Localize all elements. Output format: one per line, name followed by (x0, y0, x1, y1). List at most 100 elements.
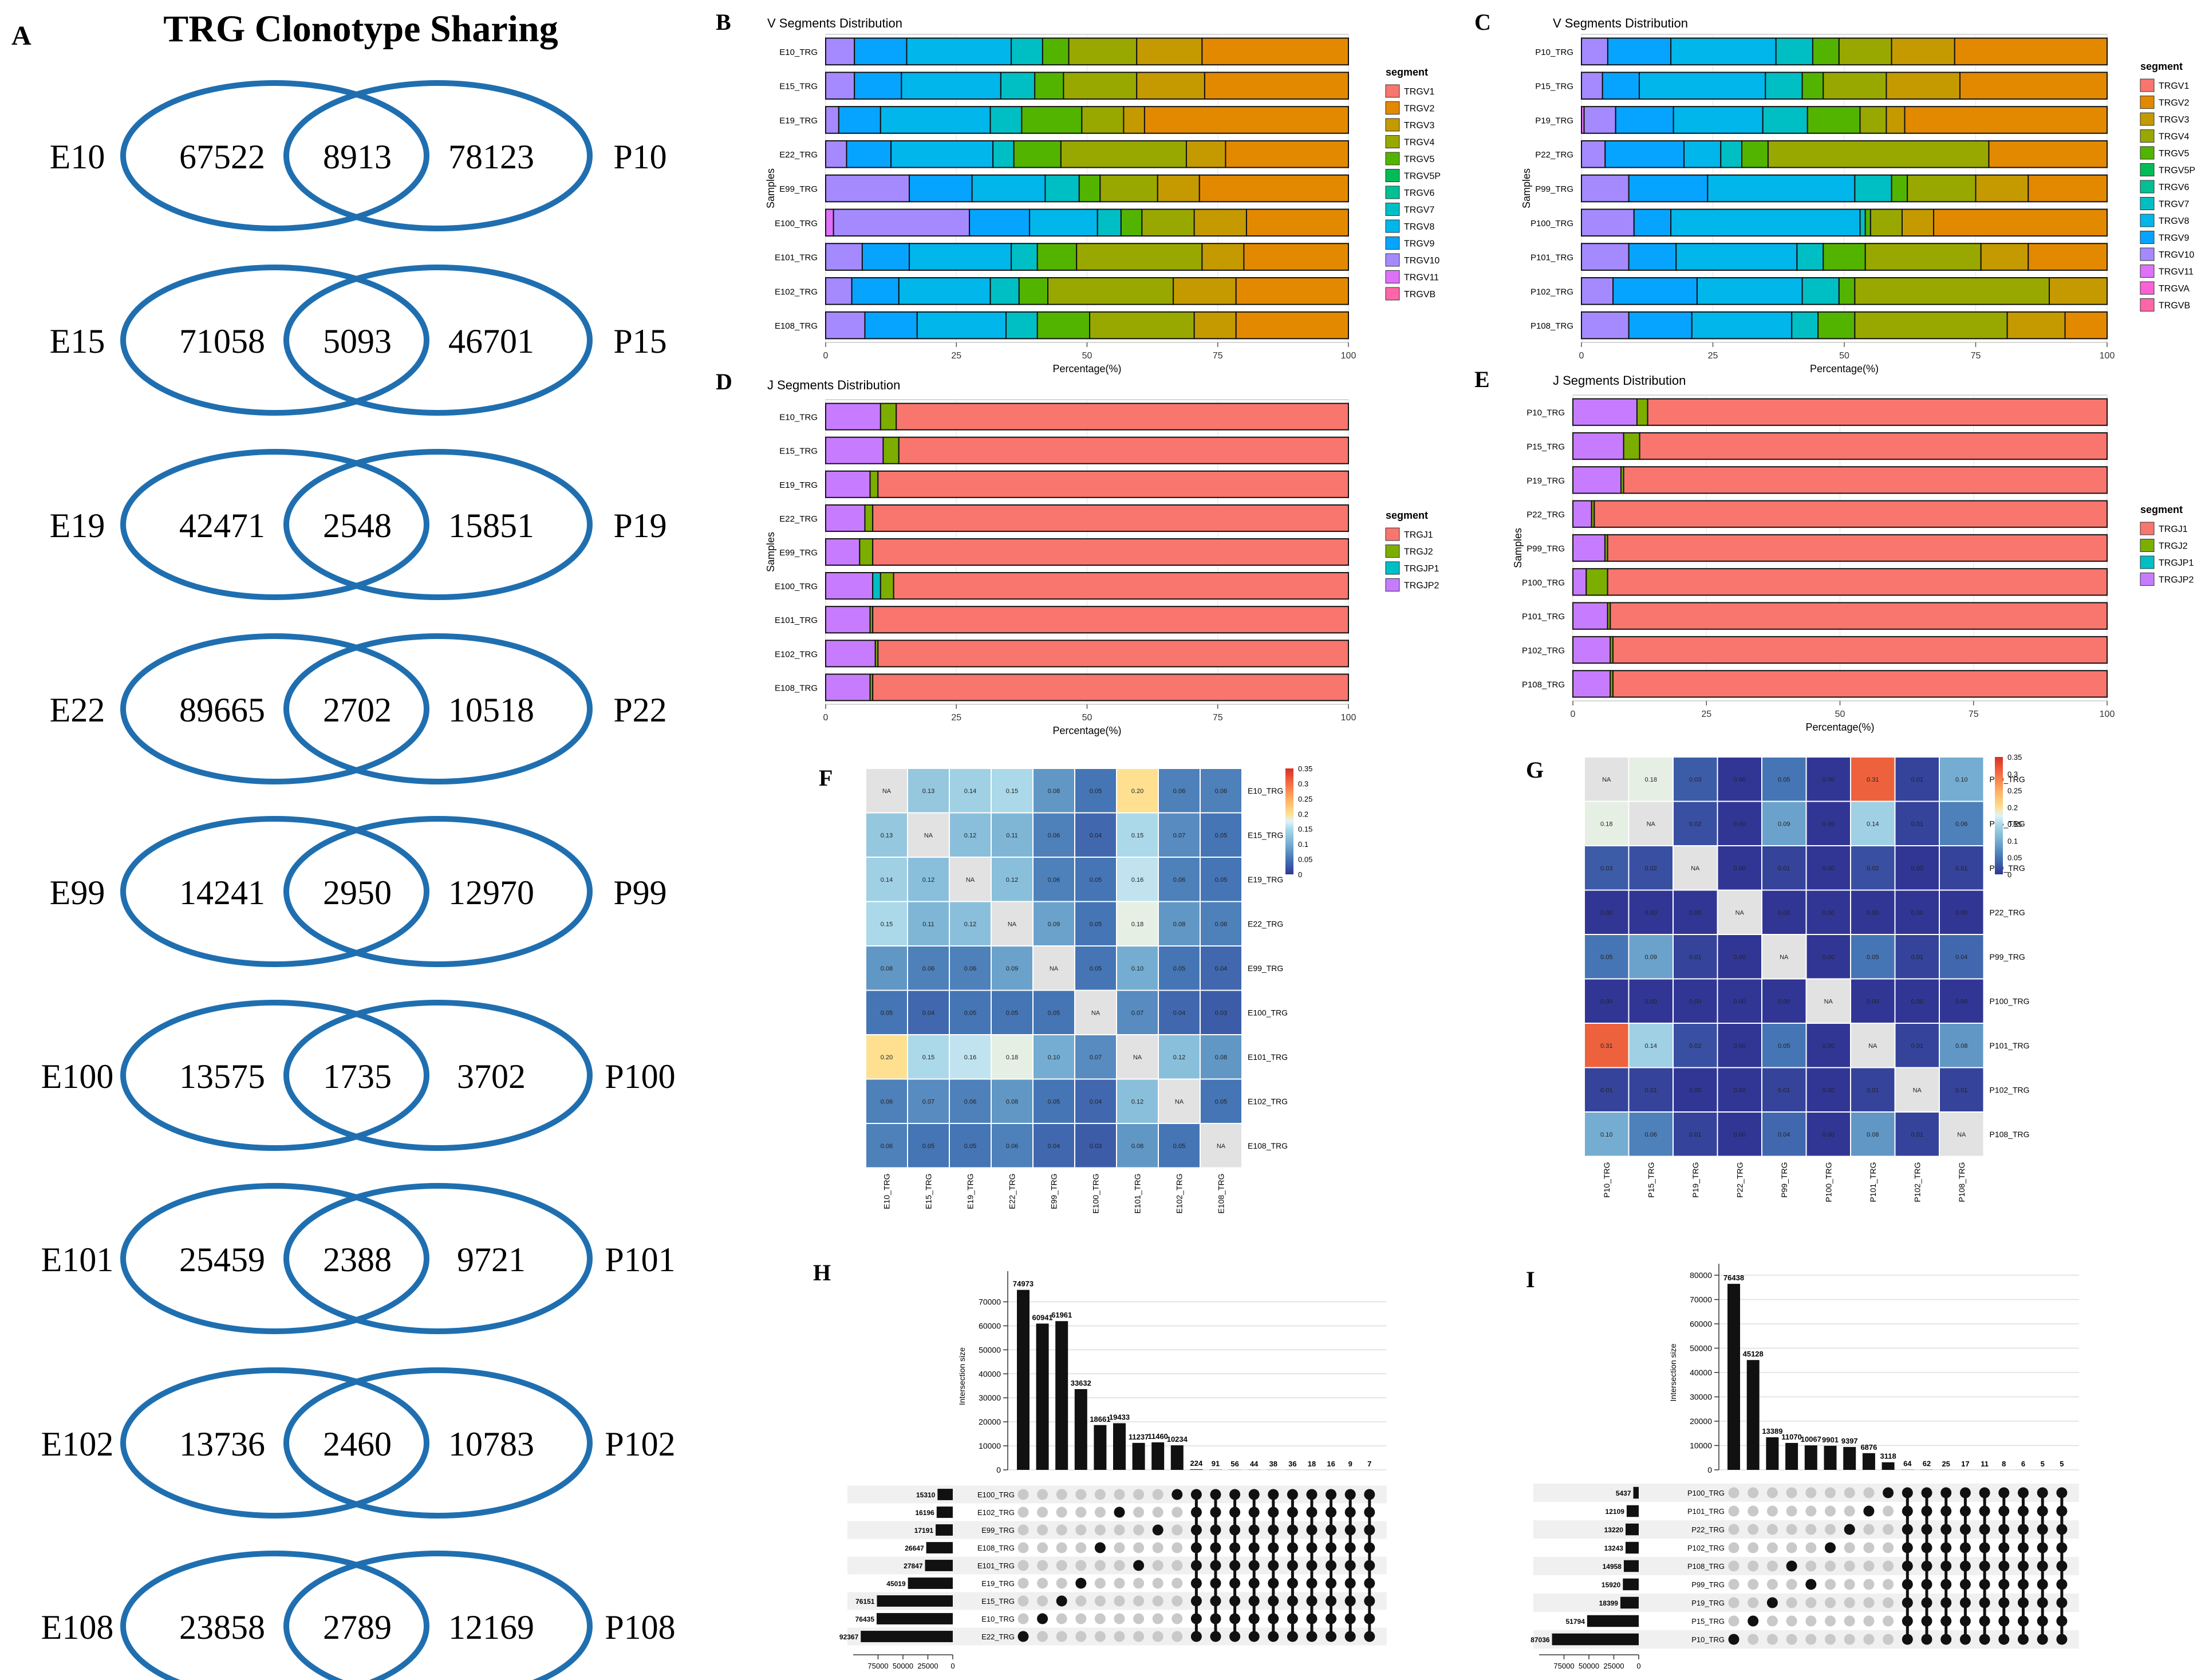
membership-dot-inactive (1056, 1613, 1067, 1624)
legend-label: TRGV9 (1404, 239, 1434, 249)
heatmap-cell-value: 0.00 (1823, 1131, 1835, 1138)
membership-dot-inactive (1805, 1524, 1817, 1535)
membership-dot-active (1364, 1631, 1375, 1642)
set-axis-tick-label: 0 (950, 1662, 954, 1670)
category-label: P99_TRG (1527, 544, 1565, 554)
bar-segment-trgjp2 (1572, 602, 1608, 630)
heatmap-cell-value: 0.31 (1600, 1043, 1612, 1050)
bar-segment-trgv8 (901, 72, 1001, 100)
bar-segment-trgv2 (1904, 106, 2108, 134)
set-size-bar (1633, 1486, 1639, 1499)
set-label: E15_TRG (981, 1597, 1015, 1606)
intersection-bar-label: 38 (1269, 1460, 1277, 1468)
bar-segment-trgv5 (1817, 311, 1856, 340)
heatmap-col-label: E100_TRG (1091, 1174, 1100, 1214)
membership-dot-active (2018, 1505, 2029, 1517)
heatmap-cell-value: 0.15 (881, 921, 893, 928)
membership-dot-active (1940, 1597, 1952, 1608)
membership-dot-active (1306, 1560, 1318, 1571)
heatmap-cell-value: 0.06 (1006, 1143, 1018, 1150)
legend-swatch (1385, 527, 1400, 541)
membership-dot-inactive (1883, 1597, 1894, 1608)
venn-right-label: P108 (605, 1608, 675, 1646)
membership-dot-active (1306, 1489, 1318, 1500)
membership-dot-active (1364, 1560, 1375, 1571)
heatmap-cell-value: 0.08 (1006, 1098, 1018, 1105)
bar-segment-trgj2 (1585, 568, 1608, 596)
bar-segment-trgv8 (1029, 208, 1098, 237)
heatmap-cell (1032, 857, 1075, 902)
bar-segment-trgv8 (1707, 174, 1856, 203)
y-tick-label: 80000 (1690, 1271, 1712, 1280)
membership-dot-active (1326, 1560, 1337, 1571)
bar-segment-trgv2 (1245, 208, 1350, 237)
heatmap-cell-value: 0.06 (881, 1098, 893, 1105)
venn-right-label: P19 (613, 507, 666, 545)
membership-dot-active (1306, 1631, 1318, 1642)
membership-dot-active (1326, 1524, 1337, 1536)
membership-dot-active (1229, 1507, 1241, 1518)
heatmap-cell-value: 0.00 (1823, 776, 1835, 783)
set-size-label: 26647 (905, 1544, 924, 1552)
heatmap-cell-value: 0.00 (1645, 998, 1657, 1005)
bar-segment-trgv3 (1136, 72, 1205, 100)
membership-dot-inactive (1075, 1489, 1087, 1500)
membership-dot-inactive (1825, 1487, 1836, 1498)
intersection-bar-label: 11070 (1781, 1433, 1801, 1441)
membership-dot-inactive (1172, 1613, 1183, 1624)
heatmap-row-label: P101_TRG (1990, 1041, 2030, 1050)
heatmap-cell (1116, 768, 1159, 814)
membership-dot-inactive (1152, 1631, 1163, 1642)
heatmap-cell (1628, 1067, 1674, 1113)
set-size-bar (1552, 1633, 1639, 1646)
membership-dot-active (1210, 1560, 1221, 1571)
membership-dot-active (1248, 1613, 1260, 1624)
legend-title: segment (2140, 61, 2183, 72)
venn-shared-count: 2388 (323, 1241, 392, 1279)
heatmap-col-label: E108_TRG (1217, 1174, 1226, 1214)
heatmap-cell-value: 0.03 (1600, 865, 1612, 872)
membership-dot-active (1825, 1542, 1836, 1553)
membership-dot-inactive (1748, 1597, 1759, 1608)
set-axis-tick-label: 50000 (1579, 1662, 1599, 1670)
intersection-bar (1766, 1437, 1779, 1470)
heatmap-cell-value: 0.00 (1734, 821, 1746, 827)
membership-dot-active (1287, 1595, 1298, 1607)
membership-dot-inactive (1114, 1542, 1125, 1553)
set-size-label: 12109 (1606, 1508, 1625, 1516)
venn-left-label: E102 (41, 1425, 114, 1463)
bar-segment-trgj1 (896, 403, 1349, 431)
membership-dot-active (1959, 1505, 1971, 1517)
venn-right-label: P15 (613, 322, 666, 360)
venn-left-ellipse (120, 449, 429, 600)
category-label: E102_TRG (775, 287, 818, 297)
bar-segment-trgv5 (1891, 174, 1908, 203)
category-label: E19_TRG (779, 116, 818, 125)
heatmap-cell (1805, 1023, 1851, 1068)
heatmap-cell-value: 0.00 (1689, 909, 1701, 916)
membership-dot-inactive (1766, 1505, 1778, 1517)
heatmap-cell (1200, 1123, 1242, 1169)
membership-dot-inactive (1748, 1524, 1759, 1535)
bar-segment-trgv3 (1136, 37, 1203, 66)
heatmap-cell-value: 0.00 (1823, 909, 1835, 916)
heatmap-cell (1673, 889, 1718, 935)
bar-segment-trgv10 (825, 37, 855, 66)
membership-dot-inactive (1114, 1560, 1125, 1571)
bar-segment-trgv2 (1235, 311, 1350, 340)
bar-segment-trgv10 (1581, 72, 1603, 100)
category-label: E100_TRG (775, 219, 818, 228)
set-label: E108_TRG (977, 1544, 1015, 1552)
heatmap-col-label: P19_TRG (1691, 1162, 1700, 1198)
membership-dot-active (1959, 1487, 1971, 1498)
heatmap-cell-value: 0.02 (1689, 821, 1701, 827)
membership-dot-inactive (1863, 1597, 1875, 1608)
membership-dot-inactive (1133, 1542, 1145, 1553)
membership-dot-active (1190, 1631, 1202, 1642)
venn-left-only-count: 13736 (179, 1425, 265, 1463)
x-tick-label: 50 (1839, 351, 1849, 361)
heatmap-cell (1939, 978, 1985, 1024)
bar-segment-trgv2 (1143, 106, 1350, 134)
membership-dot-active (1306, 1578, 1318, 1589)
venn-left-only-count: 71058 (179, 322, 265, 360)
